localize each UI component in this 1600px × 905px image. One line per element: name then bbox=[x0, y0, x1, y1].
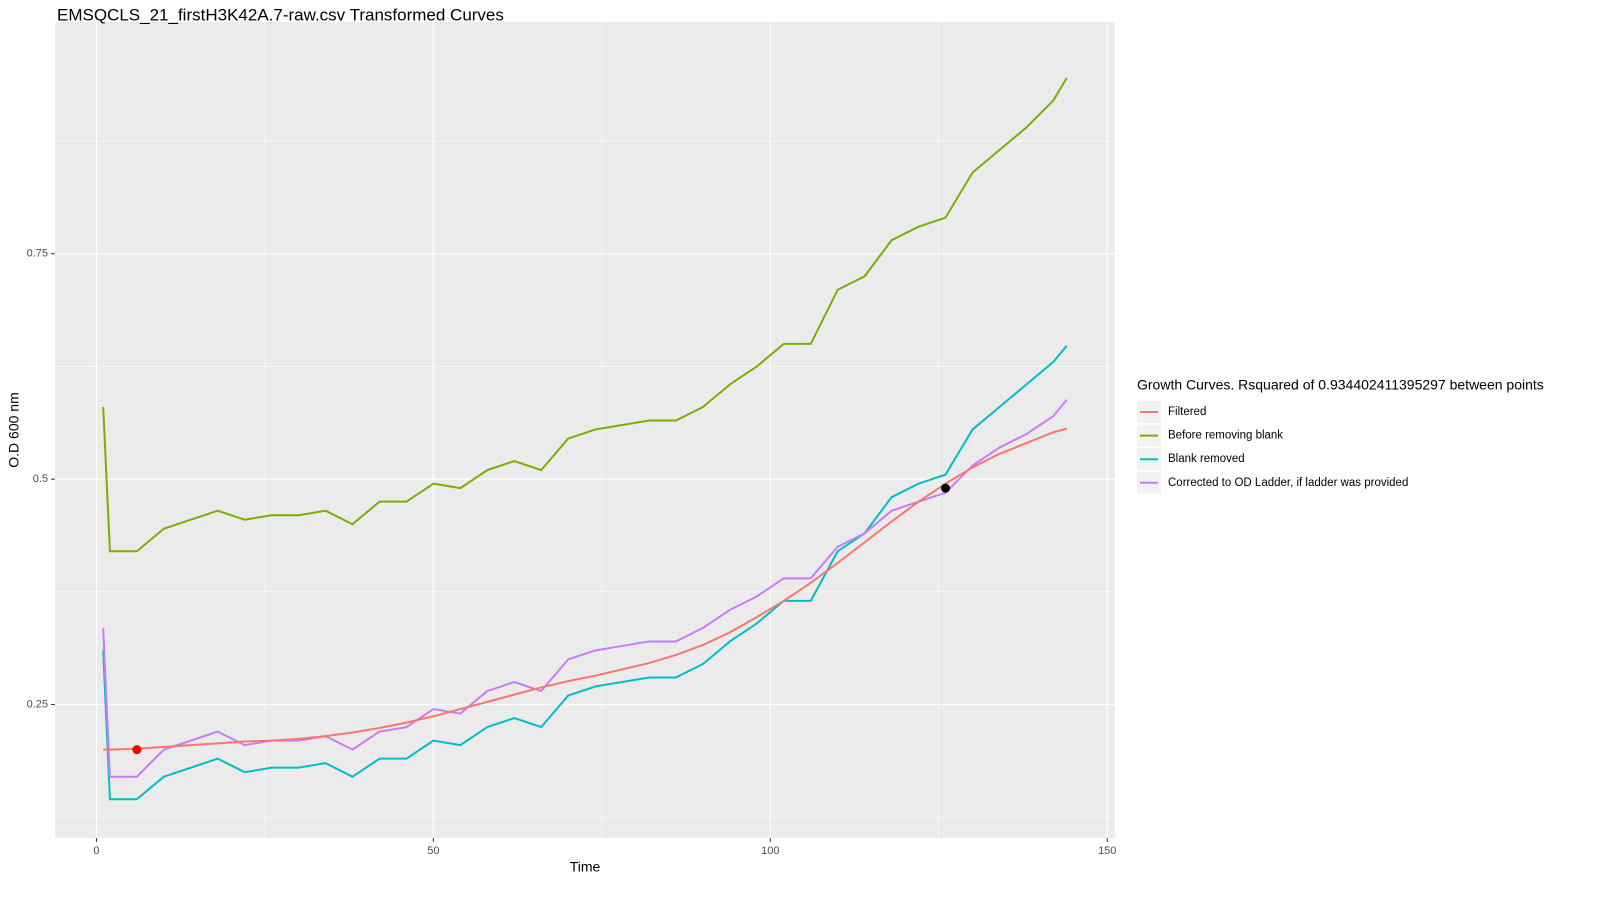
legend-title: Growth Curves. Rsquared of 0.93440241139… bbox=[1137, 377, 1544, 393]
legend-label: Filtered bbox=[1168, 406, 1206, 418]
x-tick-label: 150 bbox=[1098, 845, 1116, 857]
series-line bbox=[102, 399, 1068, 778]
legend-label: Corrected to OD Ladder, if ladder was pr… bbox=[1168, 477, 1408, 489]
plot-panel bbox=[55, 22, 1115, 838]
marker-point bbox=[941, 483, 951, 493]
legend-label: Before removing blank bbox=[1168, 430, 1283, 442]
x-tick-label: 50 bbox=[427, 845, 439, 857]
x-tick-label: 100 bbox=[761, 845, 779, 857]
series-line bbox=[102, 345, 1068, 801]
legend-label: Blank removed bbox=[1168, 453, 1245, 465]
series-line bbox=[102, 77, 1068, 553]
y-axis-label: O.D 600 nm bbox=[6, 392, 22, 467]
chart-title: EMSQCLS_21_firstH3K42A.7-raw.csv Transfo… bbox=[57, 5, 504, 24]
marker-point bbox=[132, 745, 142, 755]
x-axis-label: Time bbox=[570, 859, 601, 875]
y-tick-label: 0.75 bbox=[27, 248, 48, 260]
y-tick-label: 0.25 bbox=[27, 698, 48, 710]
series-line bbox=[103, 427, 1068, 751]
y-tick-label: 0.5 bbox=[33, 473, 48, 485]
x-tick-label: 0 bbox=[93, 845, 99, 857]
